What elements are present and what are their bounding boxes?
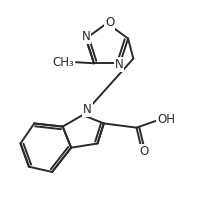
Text: O: O	[139, 145, 149, 158]
Text: N: N	[114, 58, 123, 71]
Text: N: N	[83, 103, 92, 116]
Text: O: O	[105, 16, 114, 29]
Text: OH: OH	[157, 113, 175, 126]
Text: CH₃: CH₃	[52, 56, 74, 69]
Text: N: N	[82, 30, 90, 43]
